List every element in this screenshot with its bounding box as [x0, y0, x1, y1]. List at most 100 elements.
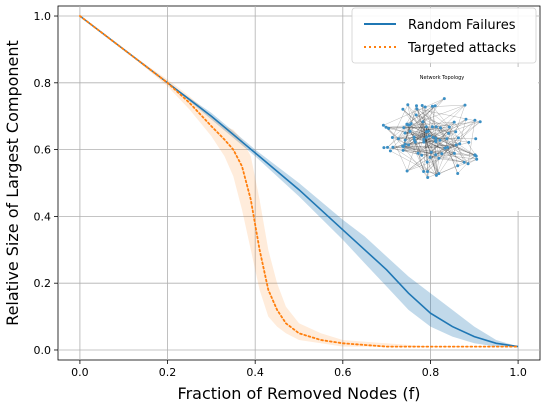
network-edge — [383, 98, 445, 126]
network-node — [402, 126, 406, 130]
network-edge — [418, 119, 467, 154]
network-node — [402, 145, 405, 149]
network-node — [415, 104, 418, 108]
network-edge — [430, 157, 465, 163]
network-edge — [423, 139, 436, 142]
y-tick-label: 0.8 — [34, 77, 52, 90]
network-node — [456, 136, 460, 140]
network-edge — [439, 122, 455, 141]
network-node — [406, 103, 410, 107]
inset-title: Network Topology — [420, 75, 465, 81]
network-edge — [403, 104, 466, 128]
network-node — [473, 153, 477, 157]
network-node — [390, 136, 394, 139]
network-node — [447, 125, 451, 129]
network-node — [474, 137, 478, 141]
network-edge — [426, 126, 441, 141]
network-node — [464, 117, 468, 121]
network-node — [437, 156, 441, 160]
network-edge — [444, 147, 465, 163]
network-edge — [408, 104, 466, 146]
network-node — [475, 157, 479, 161]
network-edge — [435, 141, 442, 154]
network-node — [387, 127, 391, 130]
network-edge — [414, 139, 424, 172]
network-node — [412, 138, 416, 142]
network-edge — [444, 122, 455, 149]
network-node — [466, 162, 470, 166]
network-edge — [426, 120, 475, 138]
network-node — [409, 122, 413, 126]
network-edge — [422, 105, 427, 127]
network-edge — [422, 105, 450, 128]
network-edge — [402, 145, 448, 148]
network-edge — [447, 147, 458, 174]
network-node — [396, 137, 400, 141]
line-random-failures — [79, 15, 519, 348]
x-tick-label: 0.6 — [334, 366, 352, 379]
network-edge — [407, 104, 415, 138]
network-edge — [433, 137, 436, 155]
network-node — [407, 143, 411, 147]
network-edge — [404, 98, 445, 134]
series-lines — [79, 15, 519, 348]
network-edge — [403, 137, 434, 151]
network-edge — [432, 106, 459, 138]
network-node — [382, 146, 386, 150]
network-edge — [390, 131, 427, 152]
network-edge — [467, 120, 476, 164]
legend-box — [351, 7, 537, 64]
network-node — [473, 118, 477, 122]
network-node — [403, 142, 407, 146]
network-node — [424, 130, 428, 134]
x-axis-title: Fraction of Removed Nodes (f) — [178, 384, 421, 403]
network-node — [458, 142, 462, 146]
inset-network: Network Topology — [345, 67, 538, 211]
network-edge — [432, 106, 440, 159]
network-node — [401, 148, 405, 152]
network-edge — [416, 108, 481, 122]
network-node — [442, 97, 446, 101]
network-node — [447, 131, 451, 135]
network-edge — [392, 104, 408, 138]
network-node — [430, 125, 434, 129]
y-tick-label: 1.0 — [34, 10, 52, 23]
network-node — [434, 136, 438, 140]
network-edge — [388, 128, 399, 139]
network-node — [403, 131, 407, 135]
network-edge — [407, 153, 455, 172]
network-node — [430, 104, 434, 108]
axis-ticks: 0.0 0.2 0.4 0.6 0.8 1.0 0.0 0.2 0.4 0.6 0.8 1.0 — [34, 10, 527, 379]
network-node — [454, 143, 458, 147]
network-node — [403, 138, 407, 142]
network-node — [462, 160, 466, 164]
y-tick-label: 0.2 — [34, 277, 52, 290]
network-edge — [436, 126, 469, 164]
network-node — [422, 170, 426, 173]
network-node — [420, 153, 424, 157]
network-node — [408, 129, 412, 133]
network-edge — [426, 126, 458, 166]
network-edge — [421, 155, 437, 176]
y-tick-label: 0.0 — [34, 344, 52, 357]
network-edge — [403, 127, 430, 137]
network-edge — [438, 120, 476, 174]
network-node — [426, 176, 430, 179]
network-node — [427, 134, 431, 138]
network-edge — [407, 104, 437, 142]
network-edge — [422, 105, 428, 163]
network-node — [386, 145, 389, 149]
network-node — [434, 153, 438, 157]
network-node — [424, 135, 428, 139]
legend-label-targeted: Targeted attacks — [407, 41, 516, 56]
network-node — [445, 137, 449, 141]
network-edge — [431, 152, 437, 176]
network-edge — [426, 126, 439, 174]
network-node — [463, 103, 467, 107]
network-edge — [433, 121, 481, 138]
network-node — [439, 126, 442, 130]
network-edge — [440, 127, 448, 139]
network-node — [429, 150, 433, 154]
network-edge — [392, 137, 408, 172]
